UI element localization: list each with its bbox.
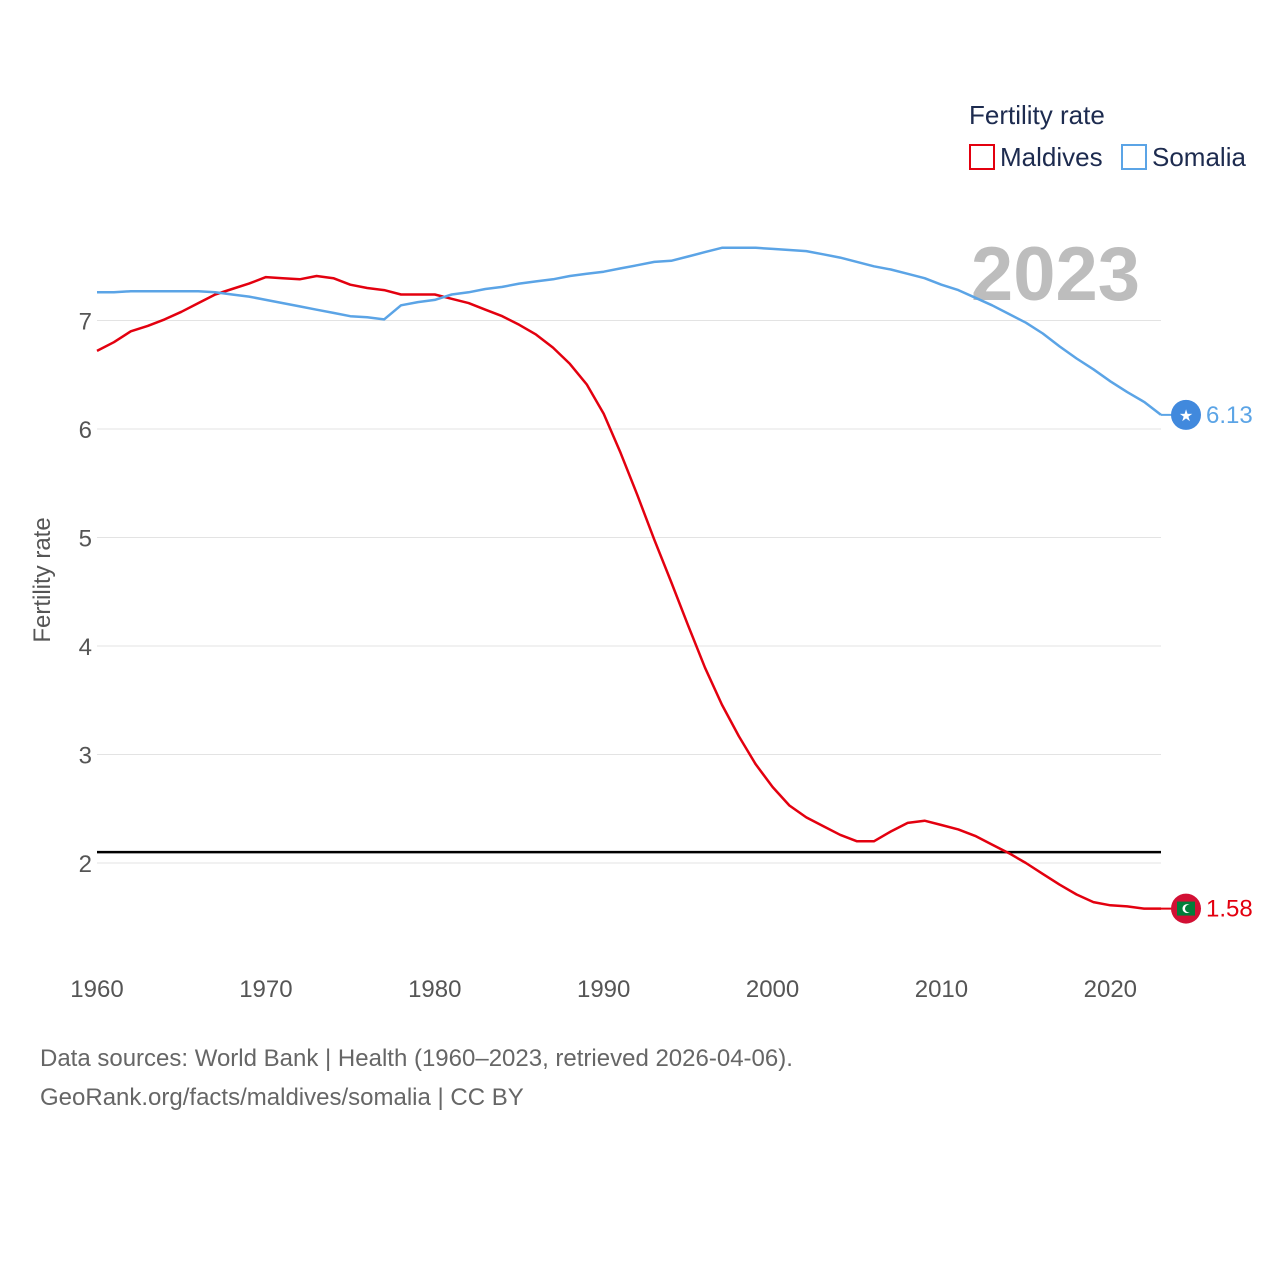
x-axis-ticks: 1960 1970 1980 1990 2000 2010 2020 [70, 976, 1137, 1003]
x-tick-label: 1960 [70, 976, 123, 1003]
x-tick-label: 1980 [408, 976, 461, 1003]
y-tick-label: 3 [79, 743, 92, 770]
series-line-maldives[interactable] [96, 274, 1161, 910]
y-tick-label: 7 [79, 309, 92, 336]
end-value-label-maldives: 1.58 [1206, 896, 1253, 923]
series-lines [96, 246, 1162, 910]
legend-label-maldives: Maldives [1000, 142, 1103, 172]
gridlines [97, 320, 1161, 864]
fertility-rate-chart: 2 3 4 5 6 7 1960 1970 1980 1990 2000 2010 2020 Fert… [29, 100, 1253, 1003]
y-tick-label: 5 [79, 526, 92, 553]
y-tick-label: 2 [79, 851, 92, 878]
legend-title: Fertility rate [969, 100, 1105, 130]
legend-swatch-somalia [1121, 144, 1147, 170]
y-tick-label: 6 [79, 417, 92, 444]
y-axis-ticks: 2 3 4 5 6 7 [79, 309, 92, 879]
x-tick-label: 2010 [915, 976, 968, 1003]
legend-swatch-maldives [969, 144, 995, 170]
x-tick-label: 2000 [746, 976, 799, 1003]
legend-item-somalia[interactable]: Somalia [1121, 142, 1246, 172]
x-tick-label: 1970 [239, 976, 292, 1003]
end-value-label-somalia: 6.13 [1206, 402, 1253, 429]
y-tick-label: 4 [79, 634, 92, 661]
series-endpoints: 1.58 ★ 6.13 [1161, 399, 1253, 924]
y-axis-label: Fertility rate [29, 517, 56, 642]
attribution-link[interactable]: GeoRank.org/facts/maldives/somalia | CC … [40, 1084, 524, 1111]
svg-text:★: ★ [1179, 406, 1193, 425]
year-label: 2023 [971, 232, 1140, 317]
data-source-note: Data sources: World Bank | Health (1960–… [40, 1045, 793, 1072]
x-tick-label: 2020 [1084, 976, 1137, 1003]
series-line-somalia[interactable] [97, 246, 1162, 416]
somalia-flag-icon: ★ [1171, 399, 1201, 430]
legend-item-maldives[interactable]: Maldives [969, 142, 1103, 172]
maldives-flag-icon [1171, 893, 1201, 924]
legend-label-somalia: Somalia [1152, 142, 1246, 172]
x-tick-label: 1990 [577, 976, 630, 1003]
legend: Fertility rate Maldives Somalia [969, 100, 1246, 172]
